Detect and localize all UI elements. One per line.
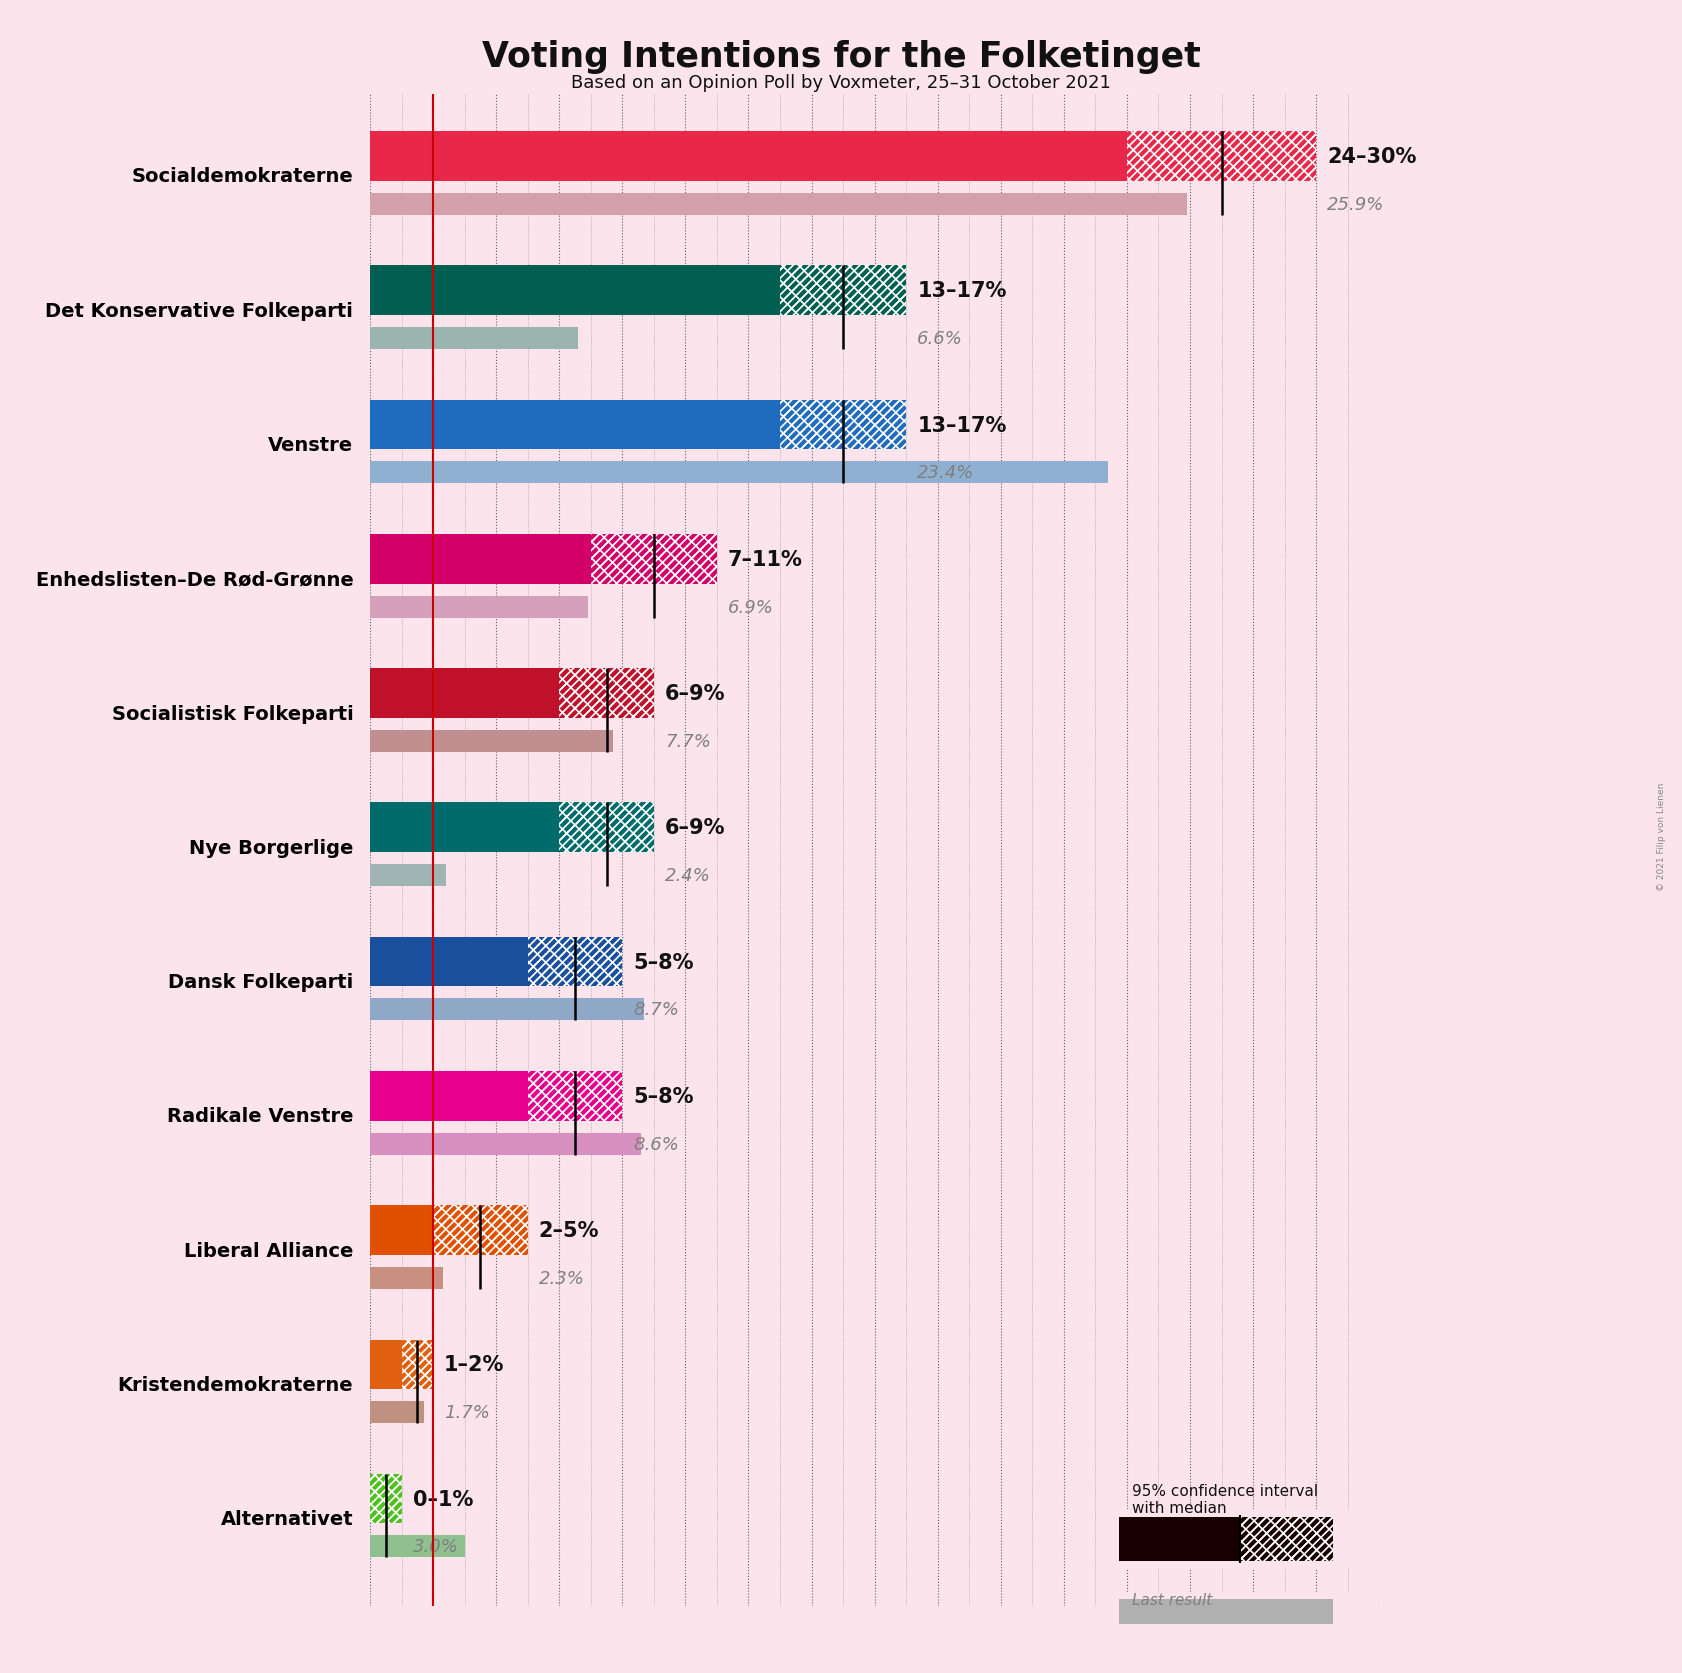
Bar: [370, 400, 780, 450]
Text: 24–30%: 24–30%: [1327, 147, 1416, 167]
Bar: [370, 535, 590, 584]
Bar: [370, 1402, 424, 1424]
Bar: [370, 1206, 434, 1255]
Bar: [370, 669, 558, 718]
Bar: [1240, 1517, 1334, 1561]
Bar: [370, 731, 612, 753]
Text: 6.9%: 6.9%: [728, 599, 774, 616]
Text: 0–1%: 0–1%: [412, 1489, 473, 1509]
Bar: [370, 1474, 402, 1524]
Bar: [780, 266, 907, 316]
Bar: [528, 1071, 622, 1121]
Text: 23.4%: 23.4%: [917, 463, 974, 482]
Bar: [370, 1536, 464, 1558]
Bar: [558, 669, 654, 718]
Bar: [370, 266, 780, 316]
Bar: [370, 132, 1127, 182]
Text: 8.6%: 8.6%: [634, 1134, 680, 1153]
Text: 7–11%: 7–11%: [728, 549, 802, 569]
Text: 5–8%: 5–8%: [634, 1086, 695, 1106]
Bar: [528, 1071, 622, 1121]
Bar: [558, 803, 654, 853]
Text: 2.4%: 2.4%: [664, 867, 711, 885]
Bar: [370, 596, 587, 617]
Text: 6.6%: 6.6%: [917, 330, 964, 348]
Bar: [1119, 1517, 1240, 1561]
Bar: [558, 803, 654, 853]
Bar: [558, 669, 654, 718]
Bar: [370, 1071, 528, 1121]
Bar: [590, 535, 717, 584]
Bar: [1127, 132, 1315, 182]
Bar: [370, 1133, 641, 1154]
Text: Voting Intentions for the Folketinget: Voting Intentions for the Folketinget: [481, 40, 1201, 74]
Text: 5–8%: 5–8%: [634, 952, 695, 972]
Bar: [434, 1206, 528, 1255]
Bar: [590, 535, 717, 584]
Bar: [370, 328, 579, 350]
Bar: [370, 803, 558, 853]
Text: 3.0%: 3.0%: [412, 1537, 459, 1556]
Text: Last result: Last result: [1132, 1593, 1213, 1606]
Text: 13–17%: 13–17%: [917, 281, 1006, 301]
Text: 7.7%: 7.7%: [664, 733, 711, 751]
Text: 8.7%: 8.7%: [634, 1000, 680, 1019]
Text: 95% confidence interval
with median: 95% confidence interval with median: [1132, 1482, 1319, 1516]
Bar: [780, 400, 907, 450]
Bar: [1119, 1599, 1334, 1623]
Bar: [528, 937, 622, 987]
Bar: [780, 400, 907, 450]
Bar: [402, 1340, 434, 1389]
Bar: [528, 937, 622, 987]
Bar: [370, 999, 644, 1021]
Bar: [434, 1206, 528, 1255]
Text: 25.9%: 25.9%: [1327, 196, 1384, 214]
Bar: [1127, 132, 1315, 182]
Bar: [402, 1340, 434, 1389]
Bar: [370, 194, 1187, 216]
Text: Based on an Opinion Poll by Voxmeter, 25–31 October 2021: Based on an Opinion Poll by Voxmeter, 25…: [572, 74, 1110, 92]
Text: 6–9%: 6–9%: [664, 684, 725, 704]
Bar: [370, 1340, 402, 1389]
Text: 2–5%: 2–5%: [538, 1220, 599, 1240]
Bar: [370, 1474, 402, 1524]
Bar: [1240, 1517, 1334, 1561]
Text: 2.3%: 2.3%: [538, 1270, 585, 1287]
Bar: [370, 1266, 442, 1288]
Text: 13–17%: 13–17%: [917, 415, 1006, 435]
Bar: [370, 937, 528, 987]
Text: 1.7%: 1.7%: [444, 1404, 489, 1422]
Text: 1–2%: 1–2%: [444, 1355, 505, 1375]
Bar: [370, 462, 1108, 483]
Text: 6–9%: 6–9%: [664, 818, 725, 838]
Text: © 2021 Filip von Lienen: © 2021 Filip von Lienen: [1657, 783, 1667, 890]
Bar: [780, 266, 907, 316]
Bar: [370, 865, 446, 887]
